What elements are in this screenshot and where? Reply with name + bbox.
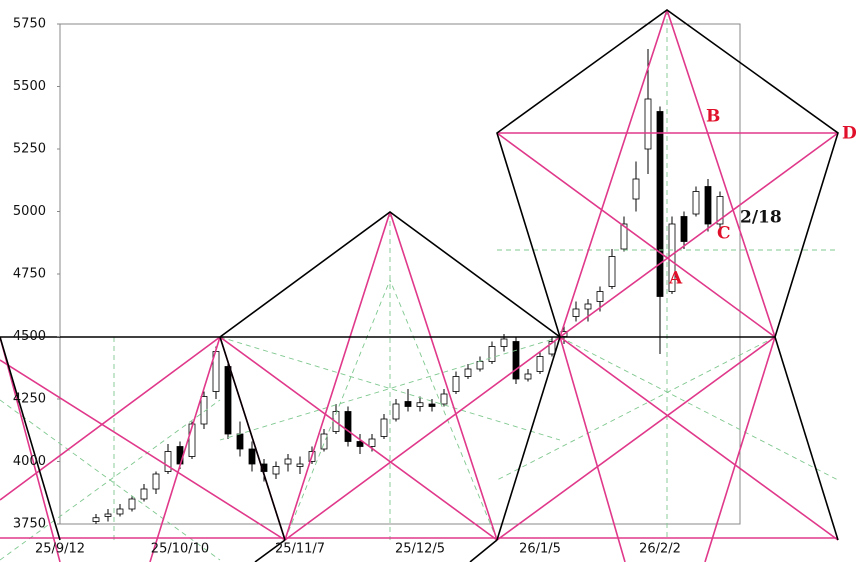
candle-body xyxy=(716,196,724,225)
candle-body xyxy=(428,403,436,407)
y-tick-label: 4500 xyxy=(13,329,46,344)
candle-body xyxy=(188,423,196,457)
y-tick-label: 4250 xyxy=(13,392,46,407)
candle-body xyxy=(272,466,280,475)
annotation: 2/18 xyxy=(740,208,782,228)
y-tick-label: 4750 xyxy=(13,267,46,282)
candle-body xyxy=(344,411,352,442)
candle-body xyxy=(164,451,172,472)
candle-body xyxy=(452,376,460,392)
y-tick-label: 5250 xyxy=(13,142,46,157)
candle-body xyxy=(236,433,244,450)
x-tick-label: 25/9/12 xyxy=(35,542,85,557)
candle-body xyxy=(476,361,484,370)
candle-body xyxy=(248,448,256,465)
candle-body xyxy=(656,111,664,297)
candle-body xyxy=(632,178,640,200)
annotation: C xyxy=(717,224,731,244)
y-tick-label: 5000 xyxy=(13,204,46,219)
candle-body xyxy=(92,517,100,522)
candle-body xyxy=(512,341,520,380)
candle-body xyxy=(524,373,532,380)
candle-body xyxy=(392,403,400,420)
candle-body xyxy=(200,396,208,425)
candle-body xyxy=(692,191,700,215)
y-tick-label: 5750 xyxy=(13,17,46,32)
x-tick-label: 26/2/2 xyxy=(639,542,681,557)
candle-body xyxy=(416,402,424,407)
candle-body xyxy=(596,291,604,302)
annotation: A xyxy=(668,269,683,289)
y-tick-label: 5500 xyxy=(13,79,46,94)
candle-body xyxy=(116,508,124,515)
candle-body xyxy=(440,393,448,405)
y-tick-label: 3750 xyxy=(13,517,46,532)
candle-body xyxy=(620,223,628,250)
annotation: D xyxy=(842,124,857,144)
x-tick-label: 25/10/10 xyxy=(151,542,209,557)
candle-body xyxy=(548,341,556,355)
overlay-geometry xyxy=(0,9,839,562)
candle-body xyxy=(464,368,472,377)
candle-body xyxy=(704,186,712,225)
candle-body xyxy=(284,458,292,465)
candle-body xyxy=(320,433,328,450)
candle-body xyxy=(152,473,160,490)
candle-body xyxy=(140,488,148,500)
candle-body xyxy=(380,418,388,437)
y-tick-label: 4000 xyxy=(13,454,46,469)
candle-body xyxy=(488,346,496,362)
annotation: B xyxy=(706,107,720,127)
candle-body xyxy=(644,98,652,150)
candle-body xyxy=(296,463,304,467)
candle-body xyxy=(572,308,580,317)
candle-body xyxy=(128,498,136,510)
candle-body xyxy=(608,256,616,287)
candle-body xyxy=(368,438,376,447)
x-tick-label: 25/12/5 xyxy=(395,542,445,557)
candle-body xyxy=(536,356,544,372)
candle-body xyxy=(260,463,268,472)
candle-body xyxy=(404,401,412,407)
candle-body xyxy=(356,441,364,447)
candle-body xyxy=(500,338,508,347)
candle-body xyxy=(224,366,232,435)
x-tick-label: 25/11/7 xyxy=(275,542,325,557)
candle-body xyxy=(104,513,112,517)
candle-body xyxy=(584,303,592,310)
candle-body xyxy=(680,216,688,242)
x-tick-label: 26/1/5 xyxy=(519,542,561,557)
